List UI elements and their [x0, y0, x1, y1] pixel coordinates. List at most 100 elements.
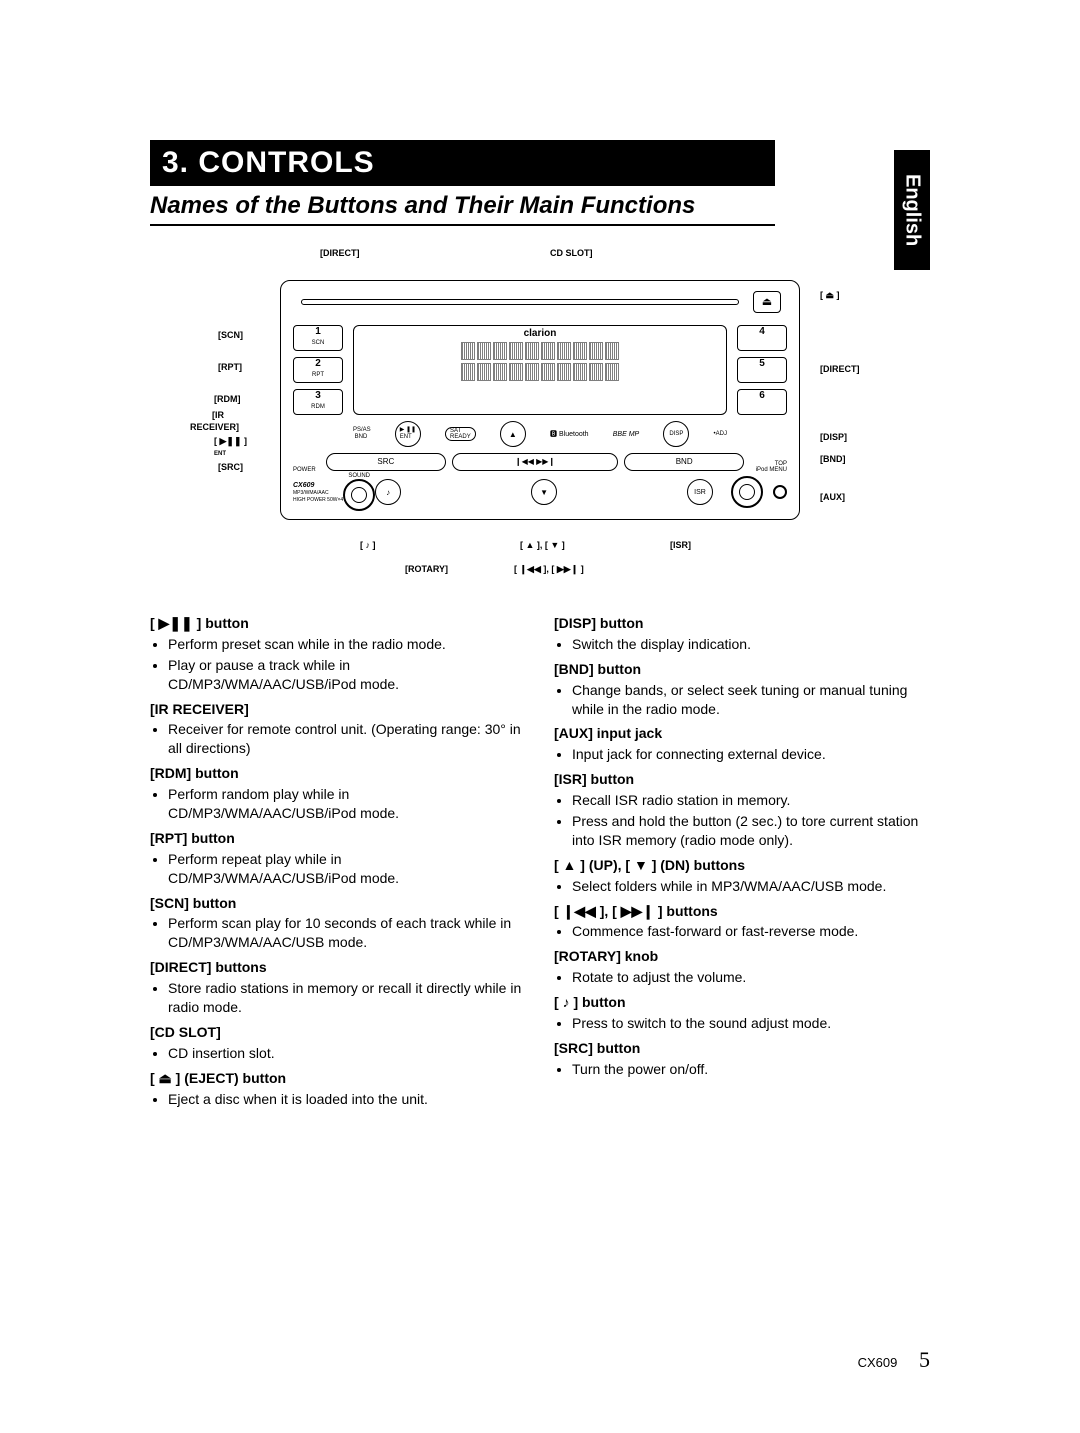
sub-header: Names of the Buttons and Their Main Func… — [150, 186, 775, 226]
page-footer: CX609 5 — [858, 1347, 930, 1373]
manual-page: English 3. CONTROLS Names of the Buttons… — [0, 0, 1080, 1433]
seek-btn: ❙◀◀ ▶▶❙ — [452, 453, 619, 471]
item-title: [IR RECEIVER] — [150, 700, 526, 719]
callout-note: [ ♪ ] — [360, 540, 376, 550]
rotary-knob — [343, 479, 375, 511]
callout-play: [ ▶❚❚ ]ENT — [214, 436, 247, 457]
callout-rpt: [RPT] — [218, 362, 242, 372]
up-btn: ▲ — [500, 421, 526, 447]
item-desc-list: Turn the power on/off. — [554, 1060, 930, 1079]
src-btn: SRC — [326, 453, 446, 471]
item-desc: Input jack for connecting external devic… — [572, 745, 930, 764]
item-title: [SCN] button — [150, 894, 526, 913]
callout-scn: [SCN] — [218, 330, 243, 340]
item-desc-list: Switch the display indication. — [554, 635, 930, 654]
bottom-row: CX609MP3/WMA/AAC HIGH POWER 50W×4 SOUND … — [293, 475, 787, 509]
item-title: [BND] button — [554, 660, 930, 679]
cd-slot — [301, 299, 739, 305]
callout-ffrw: [ ❙◀◀ ], [ ▶▶❙ ] — [514, 564, 584, 575]
disp-btn: DISP — [663, 421, 689, 447]
item-desc: Perform scan play for 10 seconds of each… — [168, 914, 526, 952]
menu-knob — [731, 476, 763, 508]
isr-btn: ISR — [687, 479, 713, 505]
item-title: [ISR] button — [554, 770, 930, 789]
preset-5: 5 — [737, 357, 787, 383]
item-desc-list: Rotate to adjust the volume. — [554, 968, 930, 987]
faceplate: ⏏ 1SCN 2RPT 3RDM 4 5 6 clarion PS/AS BND… — [280, 280, 800, 520]
footer-page-number: 5 — [919, 1347, 930, 1372]
item-desc-list: Perform random play while in CD/MP3/WMA/… — [150, 785, 526, 823]
item-desc: Perform preset scan while in the radio m… — [168, 635, 526, 654]
bbe-label: BBE MP — [613, 431, 639, 438]
item-title: [DIRECT] buttons — [150, 958, 526, 977]
callout-rdm: [RDM] — [214, 394, 241, 404]
callout-disp: [DISP] — [820, 432, 847, 442]
preset-col-right: 4 5 6 — [737, 325, 787, 421]
item-desc-list: Select folders while in MP3/WMA/AAC/USB … — [554, 877, 930, 896]
right-column: [DISP] button Switch the display indicati… — [554, 608, 930, 1112]
footer-model: CX609 — [858, 1355, 898, 1370]
item-desc-list: Eject a disc when it is loaded into the … — [150, 1090, 526, 1109]
callout-isr: [ISR] — [670, 540, 691, 550]
callout-updn: [ ▲ ], [ ▼ ] — [520, 540, 565, 550]
item-desc: Play or pause a track while in CD/MP3/WM… — [168, 656, 526, 694]
section-title: 3. CONTROLS — [150, 140, 775, 186]
preset-2: 2RPT — [293, 357, 343, 383]
item-title: [DISP] button — [554, 614, 930, 633]
callout-direct-top: [DIRECT] — [320, 248, 360, 258]
item-desc: Press to switch to the sound adjust mode… — [572, 1014, 930, 1033]
callout-aux: [AUX] — [820, 492, 845, 502]
item-desc-list: CD insertion slot. — [150, 1044, 526, 1063]
item-title: [SRC] button — [554, 1039, 930, 1058]
bnd-btn: BND — [624, 453, 744, 471]
down-btn: ▼ — [531, 479, 557, 505]
item-desc: Recall ISR radio station in memory. — [572, 791, 930, 810]
eject-button: ⏏ — [753, 291, 781, 313]
item-desc: Perform random play while in CD/MP3/WMA/… — [168, 785, 526, 823]
preset-col-left: 1SCN 2RPT 3RDM — [293, 325, 343, 421]
item-desc: Turn the power on/off. — [572, 1060, 930, 1079]
item-desc-list: Store radio stations in memory or recall… — [150, 979, 526, 1017]
item-desc: Switch the display indication. — [572, 635, 930, 654]
preset-4: 4 — [737, 325, 787, 351]
item-title: [ ⏏ ] (EJECT) button — [150, 1069, 526, 1088]
callout-direct-r: [DIRECT] — [820, 364, 860, 374]
item-desc-list: Perform repeat play while in CD/MP3/WMA/… — [150, 850, 526, 888]
item-title: [AUX] input jack — [554, 724, 930, 743]
item-desc: Commence fast-forward or fast-reverse mo… — [572, 922, 930, 941]
btn-row-1: POWER SRC ❙◀◀ ▶▶❙ BND TOPiPod MENU — [293, 453, 787, 473]
controls-diagram: [DIRECT] CD SLOT] [ ⏏ ] [SCN] [RPT] [RDM… — [170, 244, 910, 584]
psas-label: PS/AS BND — [353, 427, 371, 441]
item-desc-list: Receiver for remote control unit. (Opera… — [150, 720, 526, 758]
item-title: [RPT] button — [150, 829, 526, 848]
item-title: [ ❙◀◀ ], [ ▶▶❙ ] buttons — [554, 902, 930, 921]
callout-src: [SRC] — [218, 462, 243, 472]
play-ent-btn: ▶ ❚❚ ENT — [395, 421, 421, 447]
item-desc: Store radio stations in memory or recall… — [168, 979, 526, 1017]
item-title: [RDM] button — [150, 764, 526, 783]
description-columns: [ ▶❚❚ ] buttonPerform preset scan while … — [150, 608, 930, 1112]
preset-1: 1SCN — [293, 325, 343, 351]
sat-badge: SAT READY — [445, 427, 476, 441]
preset-6: 6 — [737, 389, 787, 415]
item-title: [ ♪ ] button — [554, 993, 930, 1012]
callout-ir2: RECEIVER] — [190, 422, 239, 432]
left-column: [ ▶❚❚ ] buttonPerform preset scan while … — [150, 608, 526, 1112]
ipod-label: iPod MENU — [756, 467, 787, 473]
preset-3: 3RDM — [293, 389, 343, 415]
bt-label: 🅱 Bluetooth — [550, 429, 589, 439]
item-desc-list: Press to switch to the sound adjust mode… — [554, 1014, 930, 1033]
item-desc-list: Input jack for connecting external devic… — [554, 745, 930, 764]
adj-label: •ADJ — [714, 431, 727, 437]
item-desc: Press and hold the button (2 sec.) to to… — [572, 812, 930, 850]
item-desc: CD insertion slot. — [168, 1044, 526, 1063]
power-label: POWER — [293, 467, 323, 473]
item-desc: Eject a disc when it is loaded into the … — [168, 1090, 526, 1109]
item-desc-list: Commence fast-forward or fast-reverse mo… — [554, 922, 930, 941]
item-desc-list: Recall ISR radio station in memory. Press… — [554, 791, 930, 850]
item-title: [CD SLOT] — [150, 1023, 526, 1042]
callout-cd-slot: CD SLOT] — [550, 248, 593, 258]
item-desc: Select folders while in MP3/WMA/AAC/USB … — [572, 877, 930, 896]
item-desc: Perform repeat play while in CD/MP3/WMA/… — [168, 850, 526, 888]
note-btn: ♪ — [375, 479, 401, 505]
